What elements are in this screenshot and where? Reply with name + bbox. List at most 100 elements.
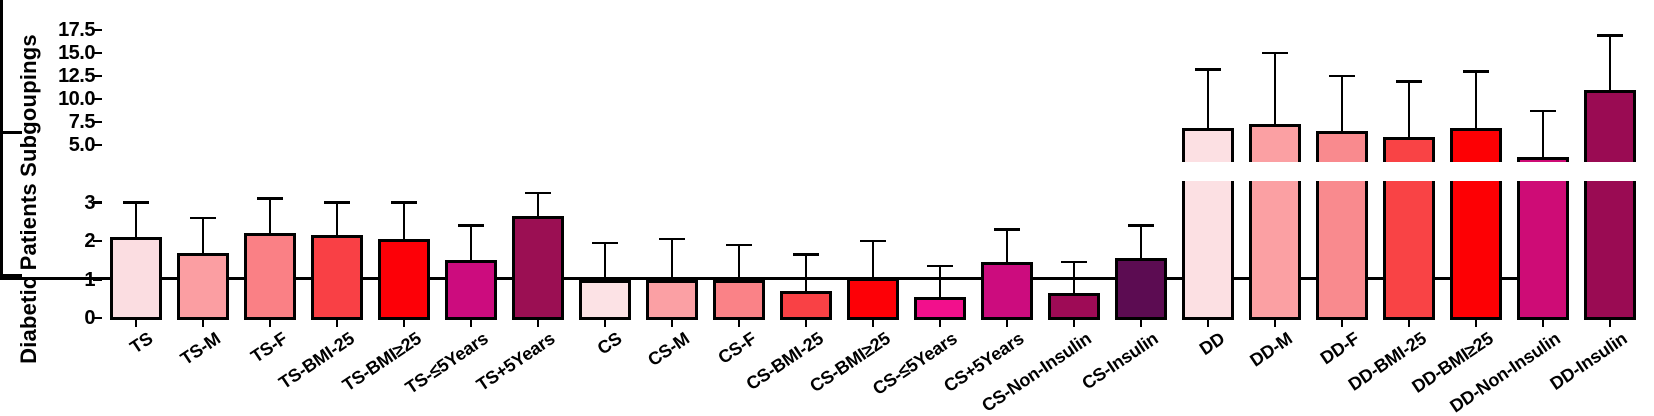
y-tick-label-0: 0 — [84, 307, 95, 329]
x-axis-tick — [1407, 320, 1411, 327]
y-tick-label-7-5: 7.5 — [68, 111, 96, 133]
y-axis-tick — [93, 51, 102, 55]
bar-cs-m — [646, 279, 698, 320]
y-axis-tick — [93, 28, 102, 32]
x-axis-tick — [469, 320, 473, 327]
error-bar-cap — [123, 201, 149, 204]
error-bar-line — [804, 254, 808, 294]
x-axis-tick — [603, 320, 607, 327]
x-axis-line — [0, 276, 1547, 280]
y-tick-label-12-5: 12.5 — [58, 65, 95, 87]
x-axis-tick — [670, 320, 674, 327]
x-tick-label-dd-f: DD-F — [1316, 328, 1363, 369]
y-tick-label-10-0: 10.0 — [58, 88, 95, 110]
error-bar-cap — [1061, 260, 1087, 264]
x-axis-tick — [1541, 320, 1545, 327]
bar-cs-bmi-25 — [780, 291, 832, 320]
error-bar-cap — [1463, 70, 1489, 73]
x-axis-tick — [1139, 320, 1143, 327]
x-axis-tick — [938, 320, 942, 327]
x-tick-label-ts-m: TS-M — [176, 328, 224, 369]
bar-cs-non-insulin — [1048, 292, 1100, 320]
x-axis-tick — [804, 320, 808, 327]
x-axis-tick — [536, 320, 540, 327]
error-bar-line — [268, 198, 272, 236]
y-tick-label-15-0: 15.0 — [58, 42, 95, 64]
x-axis-tick — [1072, 320, 1076, 327]
y-axis-tick — [93, 120, 102, 124]
y-tick-label-17-5: 17.5 — [58, 19, 95, 41]
x-tick-label-cs-f: CS-F — [714, 328, 760, 368]
y-axis-lower-segment — [0, 134, 3, 274]
y-axis-tick — [93, 316, 102, 320]
x-axis-tick — [402, 320, 406, 327]
error-bar-cap — [391, 201, 417, 204]
x-tick-label-ts-f: TS-F — [246, 328, 291, 367]
error-bar-line — [1608, 35, 1612, 92]
error-bar-line — [402, 202, 406, 242]
x-axis-tick — [1005, 320, 1009, 327]
x-axis-tick — [737, 320, 741, 327]
x-axis-tick — [1273, 320, 1277, 327]
error-bar-cap — [1530, 109, 1556, 113]
error-bar-line — [603, 242, 607, 282]
bar-cs-f — [713, 279, 765, 320]
x-axis-tick — [134, 320, 138, 327]
y-axis-lower-end-cap — [0, 273, 22, 277]
bar-dd-f — [1316, 131, 1368, 320]
error-bar-cap — [994, 228, 1020, 231]
x-axis-tick — [1608, 320, 1612, 327]
bar-ts-bmi-25 — [311, 235, 363, 320]
y-tick-label-2: 2 — [84, 230, 95, 252]
bar-cs-insulin — [1115, 258, 1167, 320]
x-axis-tick — [1206, 320, 1210, 327]
error-bar-line — [134, 202, 138, 240]
y-axis-tick — [93, 239, 102, 243]
error-bar-cap — [458, 224, 484, 227]
error-bar-line — [469, 225, 473, 263]
error-bar-cap — [1396, 80, 1422, 83]
error-bar-line — [536, 192, 540, 218]
x-tick-label-dd: DD — [1196, 328, 1229, 360]
y-axis-title: Diabetic Patients Subgoupings — [16, 34, 41, 364]
y-axis-tick — [93, 74, 102, 78]
error-bar-cap — [1329, 74, 1355, 78]
y-tick-label-1: 1 — [84, 268, 95, 291]
y-axis-tick — [93, 143, 102, 147]
bar-ts — [110, 237, 162, 320]
error-bar-line — [1474, 71, 1478, 131]
bar-ts-f — [244, 233, 296, 320]
bar-ts-5years — [445, 260, 497, 320]
error-bar-line — [670, 239, 674, 282]
error-bar-line — [1005, 229, 1009, 265]
error-bar-cap — [1128, 224, 1154, 227]
error-bar-line — [201, 217, 205, 255]
error-bar-line — [1072, 262, 1076, 295]
y-tick-label-3: 3 — [84, 191, 95, 214]
x-axis-tick — [871, 320, 875, 327]
error-bar-cap — [726, 243, 752, 247]
bar-dd-insulin — [1584, 89, 1636, 320]
bar-cs-5years — [981, 262, 1033, 320]
bar-dd-non-insulin — [1517, 156, 1569, 320]
error-bar-cap — [1195, 68, 1221, 71]
error-bar-cap — [190, 216, 216, 220]
error-bar-cap — [525, 191, 551, 195]
error-bar-line — [938, 266, 942, 299]
x-tick-label-cs: CS — [594, 328, 626, 359]
error-bar-line — [1206, 69, 1210, 131]
x-axis-tick — [1340, 320, 1344, 327]
x-tick-label-dd-m: DD-M — [1246, 328, 1296, 371]
error-bar-cap — [1262, 51, 1288, 55]
bar-cs — [579, 279, 631, 320]
error-bar-line — [871, 241, 875, 280]
bar-cs-5years — [914, 296, 966, 320]
y-axis-tick — [93, 201, 102, 204]
y-axis-tick — [93, 278, 102, 281]
error-bar-cap — [793, 253, 819, 256]
error-bar-line — [335, 202, 339, 238]
x-tick-label-ts: TS — [126, 328, 157, 358]
x-axis-tick — [268, 320, 272, 327]
bar-cs-bmi-25 — [847, 277, 899, 320]
